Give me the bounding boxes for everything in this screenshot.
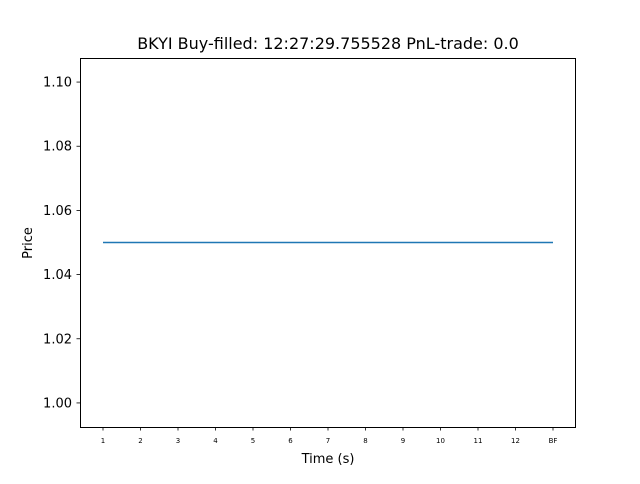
x-tick-label: 1 [101,437,105,445]
y-tick-label: 1.00 [43,396,72,411]
y-tick-label: 1.10 [43,76,72,91]
x-tick-label: 6 [288,437,293,445]
x-tick-label: 11 [474,437,483,445]
y-tick-label: 1.02 [43,332,72,347]
x-tick-label: 8 [363,437,367,445]
y-tick-label: 1.08 [43,140,72,155]
x-tick-label: 12 [511,437,520,445]
y-tick-label: 1.06 [43,204,72,219]
chart-title: BKYI Buy-filled: 12:27:29.755528 PnL-tra… [137,34,519,53]
x-tick-label: 7 [326,437,330,445]
x-tick-label: 10 [436,437,445,445]
x-tick-label: 2 [138,437,142,445]
y-tick-label: 1.04 [43,268,72,283]
x-tick-label: BF [549,437,558,445]
x-tick-label: 3 [176,437,180,445]
y-axis-label: Price [21,227,36,259]
plot-area-frame [80,58,576,428]
x-tick-label: 4 [213,437,218,445]
x-tick-label: 9 [401,437,405,445]
x-axis-label: Time (s) [301,452,355,467]
y-axis-ticks: 1.00 1.02 1.04 1.06 1.08 1.10 [43,76,80,411]
x-tick-label: 5 [251,437,255,445]
x-axis-ticks: 1 2 3 4 5 6 7 8 9 10 11 12 BF [101,427,558,445]
